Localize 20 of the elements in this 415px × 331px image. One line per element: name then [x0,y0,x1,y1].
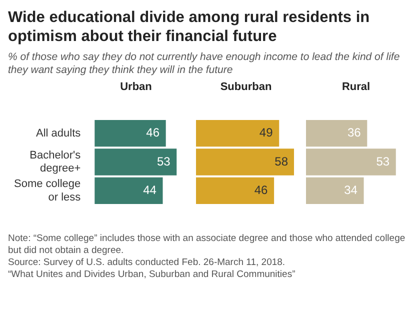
y-tick-label: All adults [36,127,82,140]
data-label: 46 [254,182,268,197]
text: Note: “Some college” includes those with an associate degree and those who attended college but did not obtain a degree. [8,233,406,257]
text: % of those who say they do not currently have enough income to lead the kind of life they want saying they think they will in the future [8,51,401,77]
data-label: 34 [344,182,358,197]
text: “What Unites and Divides Urban, Suburban and Rural Communities” [8,269,296,281]
data-label: 44 [143,182,157,197]
data-label: 58 [274,154,288,168]
chart-title: Wide educational divide among rural residents in optimism about their financial future [8,8,371,46]
text: Suburban [220,81,272,93]
data-label: 46 [146,126,160,140]
y-tick-label: Some college or less [14,178,82,204]
text: Urban [120,81,152,93]
source-note: Source: Survey of U.S. adults conducted Feb. 26-March 11, 2018. [8,257,286,269]
data-label: 36 [347,126,362,140]
data-label: 53 [156,154,171,168]
data-label: 53 [376,154,390,168]
y-tick-label: Bachelor's degree+ [30,149,82,175]
text: Rural [342,81,370,93]
data-label: 49 [259,126,274,140]
